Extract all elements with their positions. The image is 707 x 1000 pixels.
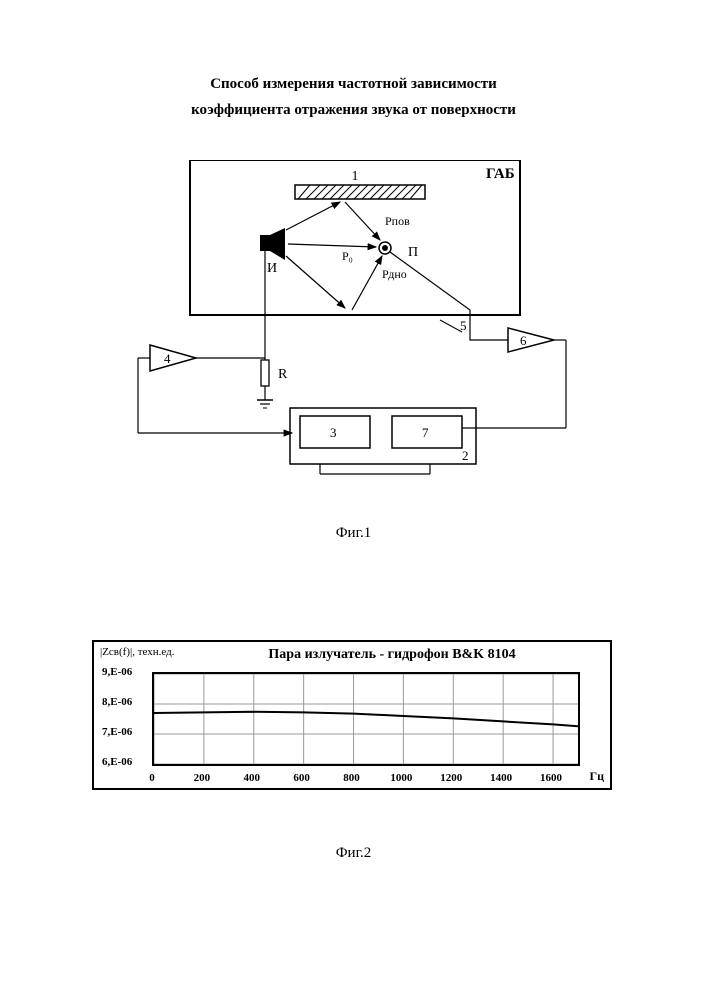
sample-number: 1 xyxy=(352,169,359,184)
receiver-icon-dot xyxy=(382,245,388,251)
x-tick-label: 1000 xyxy=(390,772,412,784)
wire-receiver-out xyxy=(390,252,508,340)
resistor-icon xyxy=(261,360,269,386)
x-tick-label: 1200 xyxy=(440,772,462,784)
block2-label: 2 xyxy=(462,448,469,463)
x-tick-label: 0 xyxy=(149,772,155,784)
ray-dno xyxy=(352,256,382,310)
figure-2-caption: Фиг.2 xyxy=(0,845,707,862)
gab-label: ГАБ xyxy=(486,166,515,182)
ray-pov xyxy=(345,202,380,240)
amp4-label: 4 xyxy=(164,351,171,366)
wire5-label: 5 xyxy=(460,318,467,333)
x-tick-label: 1600 xyxy=(540,772,562,784)
p-pov-label: Рпов xyxy=(385,214,410,228)
y-axis-label: |Zсв(f)|, техн.ед. xyxy=(100,646,174,658)
y-tick-label: 7,Е-06 xyxy=(102,726,132,738)
amp-4: 4 xyxy=(150,345,196,371)
x-tick-label: 800 xyxy=(343,772,360,784)
plot-svg xyxy=(154,674,578,764)
x-axis-unit: Гц xyxy=(589,769,604,784)
ray-direct xyxy=(288,244,376,247)
wire5-pointer xyxy=(440,320,462,332)
block7-label: 7 xyxy=(422,425,429,440)
y-tick-label: 8,Е-06 xyxy=(102,696,132,708)
sample-bar xyxy=(295,185,425,199)
block3-label: 3 xyxy=(330,425,337,440)
x-tick-label: 1400 xyxy=(490,772,512,784)
figure-1-diagram: ГАБ 1 xyxy=(130,160,570,480)
amp6-label: 6 xyxy=(520,333,527,348)
p0-label: Р₀ xyxy=(342,249,353,263)
y-tick-label: 6,Е-06 xyxy=(102,756,132,768)
r-label: R xyxy=(278,367,288,382)
receiver-label: П xyxy=(408,245,418,260)
y-axis-text: |Zсв(f)|, техн.ед. xyxy=(100,646,174,658)
x-tick-label: 400 xyxy=(244,772,261,784)
document-title: Способ измерения частотной зависимости к… xyxy=(0,72,707,123)
plot-area xyxy=(152,672,580,766)
x-tick-label: 200 xyxy=(194,772,211,784)
chart-title: Пара излучатель - гидрофон B&K 8104 xyxy=(204,647,580,663)
p-dno-label: Рдно xyxy=(382,267,407,281)
figure-2-chart: |Zсв(f)|, техн.ед. Пара излучатель - гид… xyxy=(92,640,612,790)
x-tick-label: 600 xyxy=(293,772,310,784)
title-line-1: Способ измерения частотной зависимости xyxy=(210,76,497,92)
diagram-svg: ГАБ 1 xyxy=(130,160,570,480)
source-label: И xyxy=(267,261,277,276)
ray-up xyxy=(286,202,340,230)
figure-1-caption: Фиг.1 xyxy=(0,525,707,542)
source-speaker-icon xyxy=(260,228,285,260)
y-tick-label: 9,Е-06 xyxy=(102,666,132,678)
amp-6: 6 xyxy=(508,328,554,352)
ray-down xyxy=(286,256,345,308)
title-line-2: коэффициента отражения звука от поверхно… xyxy=(191,102,516,118)
